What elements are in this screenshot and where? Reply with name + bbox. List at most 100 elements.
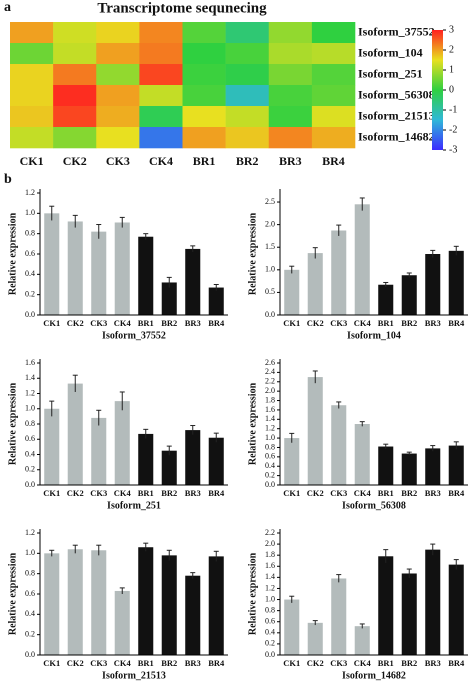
y-tick-label: 2.2: [265, 377, 275, 386]
x-tick-label: BR1: [138, 658, 154, 668]
error-bar: [49, 205, 55, 221]
column-label: BR4: [322, 154, 345, 168]
bar: [67, 549, 83, 655]
column-label: CK1: [20, 154, 44, 168]
y-tick-label: 0.6: [25, 249, 35, 258]
heatmap-cell: [311, 127, 356, 149]
y-tick-label: 1.4: [265, 414, 275, 423]
bar: [331, 578, 347, 655]
x-tick-label: CK1: [43, 658, 60, 668]
bar: [91, 231, 107, 315]
heatmap-cell: [311, 22, 356, 44]
y-tick-label: 2.0: [265, 386, 275, 395]
error-bar: [336, 574, 342, 583]
y-axis-label: Relative expression: [247, 382, 258, 465]
heatmap-cell: [182, 22, 226, 44]
error-bar: [96, 224, 102, 239]
x-tick-label: BR3: [185, 658, 201, 668]
x-tick-label: CK4: [114, 658, 132, 668]
error-bar: [406, 272, 412, 278]
error-bar: [312, 247, 318, 259]
x-tick-label: CK1: [283, 318, 300, 328]
x-tick-label: CK2: [67, 658, 84, 668]
error-bar: [406, 568, 412, 578]
colorbar-tick-label: -3: [449, 144, 457, 155]
heatmap-cell: [10, 64, 54, 86]
y-tick-label: 0.8: [25, 568, 35, 577]
bar: [354, 204, 370, 315]
heatmap-cell: [96, 22, 140, 44]
y-tick-label: 0.0: [265, 310, 275, 319]
y-tick-label: 1.8: [265, 550, 275, 559]
error-bar: [406, 451, 412, 455]
heatmap-cell: [53, 127, 97, 149]
heatmap-cell: [10, 22, 54, 44]
bar: [44, 408, 60, 485]
x-axis-label: Isoform_104: [347, 330, 401, 341]
x-tick-label: BR1: [378, 318, 394, 328]
bar: [401, 275, 417, 315]
heatmap-cell: [268, 22, 313, 44]
row-label: Isoform_14682: [358, 129, 435, 143]
x-tick-label: BR2: [401, 318, 417, 328]
error-bar: [72, 214, 78, 228]
y-tick-label: 0.4: [25, 449, 35, 458]
y-tick-label: 0.4: [265, 461, 275, 470]
error-bar: [359, 623, 365, 629]
y-tick-label: 2.0: [265, 539, 275, 548]
bar: [448, 250, 464, 315]
heatmap-cell: [268, 43, 313, 65]
row-label: Isoform_37552: [358, 24, 435, 38]
bar: [378, 284, 394, 315]
y-tick-label: 0.4: [265, 628, 275, 637]
y-axis-label: Relative expression: [7, 212, 18, 295]
x-tick-label: BR4: [448, 658, 465, 668]
y-tick-label: 0.2: [25, 629, 35, 638]
y-tick-label: 1.0: [25, 548, 35, 557]
bar: [67, 221, 83, 315]
bar: [425, 448, 441, 485]
colorbar-tick-label: -1: [449, 104, 457, 115]
bar: [138, 433, 154, 485]
heatmap-cell: [53, 43, 97, 65]
heatmap-cell: [182, 127, 226, 149]
x-tick-label: BR1: [138, 488, 154, 498]
x-axis-label: Isoform_21513: [102, 670, 166, 681]
error-bar: [383, 443, 389, 449]
bar: [114, 590, 130, 655]
x-tick-label: CK3: [90, 488, 107, 498]
error-bar: [213, 284, 219, 291]
y-tick-label: 1.2: [265, 583, 275, 592]
error-bar: [72, 374, 78, 392]
x-tick-label: CK3: [330, 318, 347, 328]
heatmap-cell: [139, 106, 183, 128]
heatmap-cell: [96, 127, 140, 149]
x-tick-label: CK4: [354, 658, 372, 668]
heatmap-cell: [225, 22, 270, 44]
x-tick-label: BR4: [208, 488, 225, 498]
row-label: Isoform_251: [358, 66, 423, 80]
row-label: Isoform_104: [358, 45, 423, 59]
colorbar-tick-label: -2: [449, 124, 457, 135]
column-label: BR1: [193, 154, 216, 168]
bar: [331, 230, 347, 315]
y-tick-label: 0.6: [265, 617, 275, 626]
bar: [284, 269, 300, 315]
x-tick-label: CK3: [90, 658, 107, 668]
x-tick-label: CK3: [330, 488, 347, 498]
bar: [91, 417, 107, 485]
y-tick-label: 1.6: [25, 358, 35, 367]
error-bar: [119, 216, 125, 228]
y-tick-label: 1.8: [265, 395, 275, 404]
y-tick-label: 0.8: [265, 605, 275, 614]
x-tick-label: BR4: [448, 488, 465, 498]
bar: [448, 445, 464, 485]
error-bar: [166, 276, 172, 288]
bar: [185, 575, 201, 655]
chart-title: Transcriptome sequnecing: [97, 0, 267, 16]
bar: [307, 377, 323, 485]
x-tick-label: CK2: [307, 658, 324, 668]
y-tick-label: 0.5: [265, 287, 275, 296]
bar: [425, 549, 441, 655]
